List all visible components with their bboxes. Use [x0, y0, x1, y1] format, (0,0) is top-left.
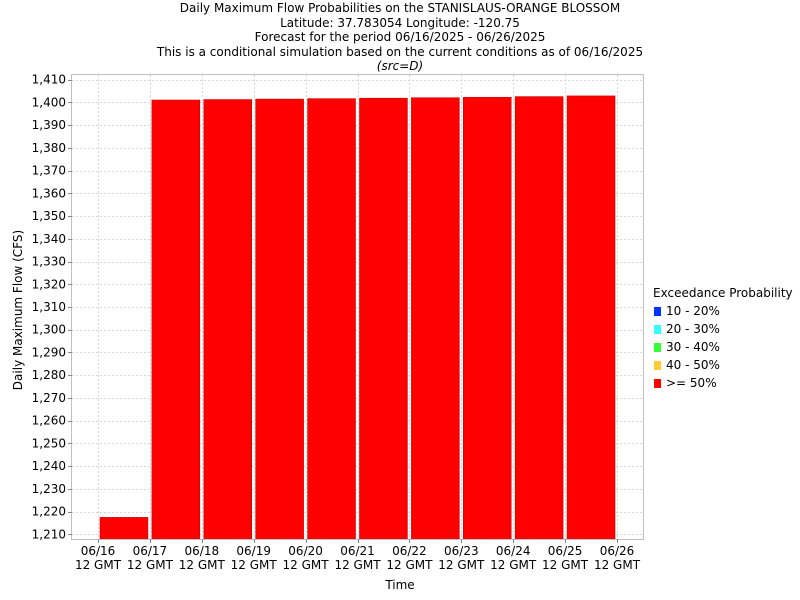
legend-item: >= 50% [653, 374, 793, 392]
x-tick-label-date: 06/18 [185, 544, 220, 558]
legend-label: 40 - 50% [666, 358, 720, 372]
legend-title: Exceedance Probability [653, 286, 793, 300]
chart-titles: Daily Maximum Flow Probabilities on the … [0, 0, 800, 74]
y-tick-label: 1,280 [32, 368, 66, 382]
bar [462, 96, 512, 540]
x-tick-label-date: 06/21 [340, 544, 375, 558]
x-tick-label-date: 06/16 [81, 544, 116, 558]
chart-subtitle-location: Latitude: 37.783054 Longitude: -120.75 [280, 15, 520, 30]
x-tick-label-time: 12 GMT [179, 558, 226, 572]
bar [411, 97, 460, 540]
y-tick-label: 1,290 [32, 345, 66, 359]
x-tick-label-time: 12 GMT [127, 558, 174, 572]
x-tick-label-date: 06/23 [444, 544, 479, 558]
bar [203, 99, 253, 540]
y-tick-label: 1,410 [32, 73, 66, 87]
y-tick-label: 1,340 [32, 232, 66, 246]
chart-title: Daily Maximum Flow Probabilities on the … [179, 1, 621, 15]
y-tick-label: 1,370 [32, 164, 66, 178]
legend-label: 20 - 30% [666, 322, 720, 336]
bar [307, 98, 356, 540]
x-tick-label-time: 12 GMT [334, 558, 381, 572]
bar [99, 517, 149, 540]
x-tick-label-time: 12 GMT [75, 558, 122, 572]
x-tick-label-time: 12 GMT [283, 558, 330, 572]
legend-label: 30 - 40% [666, 340, 720, 354]
legend-label: 10 - 20% [666, 304, 720, 318]
chart-source-note: (src=D) [376, 59, 424, 73]
x-tick-label-time: 12 GMT [542, 558, 589, 572]
y-tick-label: 1,400 [32, 95, 66, 109]
y-tick-label: 1,260 [32, 414, 66, 428]
legend-item: 10 - 20% [653, 302, 793, 320]
y-tick-label: 1,310 [32, 300, 66, 314]
y-tick-label: 1,350 [32, 209, 66, 223]
y-tick-label: 1,300 [32, 323, 66, 337]
y-tick-label: 1,380 [32, 141, 66, 155]
y-tick-label: 1,220 [32, 505, 66, 519]
x-tick-label-date: 06/19 [236, 544, 271, 558]
x-axis-title: Time [385, 578, 415, 592]
x-tick-label-time: 12 GMT [490, 558, 537, 572]
legend-swatch [654, 324, 661, 334]
y-tick-label: 1,250 [32, 436, 66, 450]
legend-swatch [654, 360, 661, 370]
x-tick-label-date: 06/24 [496, 544, 531, 558]
bar [255, 98, 304, 540]
y-tick-label: 1,210 [32, 527, 66, 541]
x-tick-label-date: 06/17 [133, 544, 168, 558]
x-tick-label-date: 06/26 [600, 544, 635, 558]
x-tick-label-time: 12 GMT [231, 558, 278, 572]
x-tick-label-date: 06/25 [548, 544, 583, 558]
y-tick-label: 1,320 [32, 277, 66, 291]
x-tick-label-time: 12 GMT [594, 558, 641, 572]
bar [566, 95, 616, 540]
y-axis-title: Daily Maximum Flow (CFS) [11, 229, 25, 391]
x-tick-label-time: 12 GMT [386, 558, 433, 572]
legend-item: 40 - 50% [653, 356, 793, 374]
x-tick-label-date: 06/20 [288, 544, 323, 558]
y-tick-label: 1,230 [32, 482, 66, 496]
x-tick-label-time: 12 GMT [438, 558, 485, 572]
legend-label: >= 50% [666, 376, 717, 390]
chart-subtitle-conditions: This is a conditional simulation based o… [156, 44, 644, 59]
bar [359, 97, 408, 540]
legend-swatch [654, 342, 661, 352]
legend: Exceedance Probability 10 - 20% 20 - 30%… [653, 284, 793, 392]
y-tick-label: 1,240 [32, 459, 66, 473]
bar [151, 99, 201, 540]
y-tick-label: 1,330 [32, 255, 66, 269]
y-tick-label: 1,270 [32, 391, 66, 405]
x-tick-label-date: 06/22 [392, 544, 427, 558]
y-tick-label: 1,360 [32, 186, 66, 200]
y-tick-label: 1,390 [32, 118, 66, 132]
legend-item: 20 - 30% [653, 320, 793, 338]
chart-subtitle-period: Forecast for the period 06/16/2025 - 06/… [254, 30, 546, 44]
legend-swatch [654, 306, 661, 316]
legend-swatch [654, 378, 661, 388]
bar [514, 96, 564, 540]
legend-item: 30 - 40% [653, 338, 793, 356]
